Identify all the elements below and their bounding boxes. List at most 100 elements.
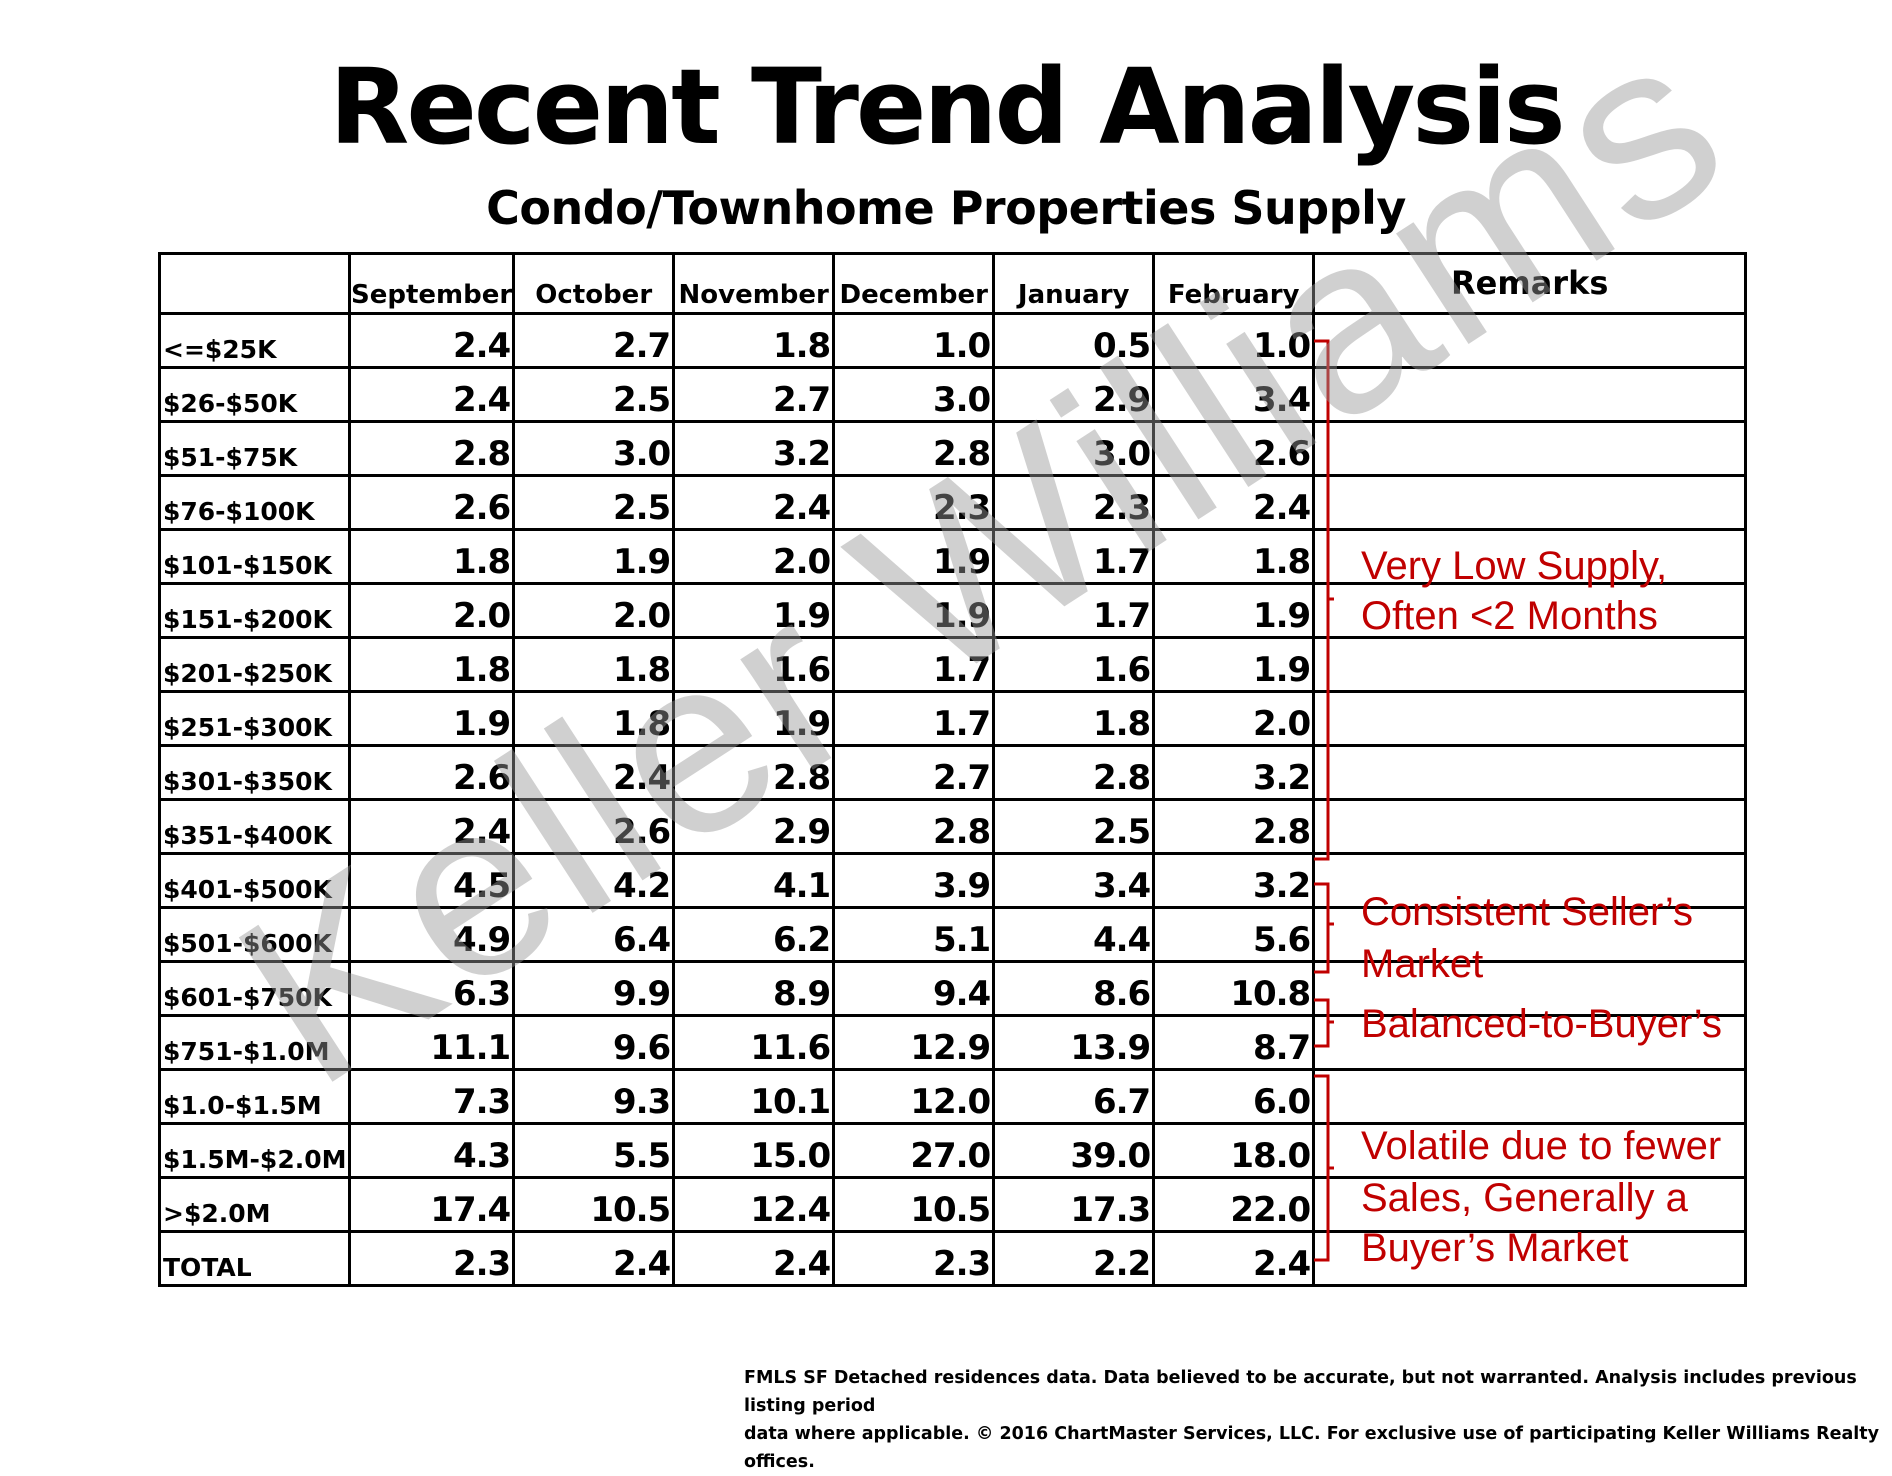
column-header: December	[832, 252, 996, 315]
value-cell: 2.0	[672, 528, 836, 585]
value-cell: 2.4	[347, 312, 516, 369]
table-row: $301-$350K 2.6 2.4 2.8 2.7 2.8 3.2	[158, 744, 1748, 801]
value-cell: 4.2	[512, 852, 676, 909]
row-label: $51-$75K	[158, 420, 351, 477]
value-cell: 6.2	[672, 906, 836, 963]
value-cell: 2.8	[992, 744, 1156, 801]
value-cell: 10.8	[1152, 960, 1316, 1017]
value-cell: 3.4	[992, 852, 1156, 909]
value-cell: 1.0	[1152, 312, 1316, 369]
table-row: $101-$150K 1.8 1.9 2.0 1.9 1.7 1.8	[158, 528, 1748, 585]
header-row: September October November December Janu…	[158, 252, 1748, 315]
value-cell: 6.7	[992, 1068, 1156, 1125]
bracket-volatile	[1314, 1074, 1334, 1262]
value-cell: 2.0	[347, 582, 516, 639]
value-cell: 9.9	[512, 960, 676, 1017]
value-cell: 1.9	[832, 528, 996, 585]
table-row: TOTAL 2.3 2.4 2.4 2.3 2.2 2.4	[158, 1230, 1748, 1287]
column-header: September	[347, 252, 516, 315]
value-cell: 1.6	[992, 636, 1156, 693]
supply-table-container: September October November December Janu…	[158, 252, 1748, 1287]
remarks-header: Remarks	[1312, 252, 1748, 315]
value-cell: 2.5	[512, 474, 676, 531]
table-row: $26-$50K 2.4 2.5 2.7 3.0 2.9 3.4	[158, 366, 1748, 423]
remark-brackets	[1314, 339, 1334, 1262]
value-cell: 2.4	[347, 798, 516, 855]
value-cell: 2.8	[347, 420, 516, 477]
row-label: <=$25K	[158, 312, 351, 369]
value-cell: 2.4	[512, 1230, 676, 1287]
value-cell: 6.4	[512, 906, 676, 963]
value-cell: 5.1	[832, 906, 996, 963]
value-cell: 15.0	[672, 1122, 836, 1179]
table-row: $401-$500K 4.5 4.2 4.1 3.9 3.4 3.2	[158, 852, 1748, 909]
remark-cell	[1312, 1230, 1748, 1287]
value-cell: 3.0	[512, 420, 676, 477]
value-cell: 11.1	[347, 1014, 516, 1071]
value-cell: 1.0	[832, 312, 996, 369]
value-cell: 1.6	[672, 636, 836, 693]
value-cell: 2.9	[992, 366, 1156, 423]
remark-cell	[1312, 474, 1748, 531]
bracket-balanced	[1314, 998, 1334, 1048]
value-cell: 2.7	[672, 366, 836, 423]
supply-table: September October November December Janu…	[158, 252, 1748, 1287]
value-cell: 1.8	[512, 636, 676, 693]
page-title: Recent Trend Analysis	[329, 46, 1565, 168]
value-cell: 1.8	[347, 528, 516, 585]
row-label: $1.5M-$2.0M	[158, 1122, 351, 1179]
table-row: $51-$75K 2.8 3.0 3.2 2.8 3.0 2.6	[158, 420, 1748, 477]
value-cell: 1.8	[347, 636, 516, 693]
value-cell: 2.6	[512, 798, 676, 855]
row-label: $401-$500K	[158, 852, 351, 909]
value-cell: 4.5	[347, 852, 516, 909]
value-cell: 2.3	[347, 1230, 516, 1287]
value-cell: 2.3	[992, 474, 1156, 531]
value-cell: 39.0	[992, 1122, 1156, 1179]
value-cell: 3.2	[672, 420, 836, 477]
row-label: >$2.0M	[158, 1176, 351, 1233]
remark-very-low-line1: Very Low Supply,	[1361, 544, 1668, 588]
value-cell: 3.9	[832, 852, 996, 909]
value-cell: 17.4	[347, 1176, 516, 1233]
value-cell: 2.0	[1152, 690, 1316, 747]
value-cell: 3.0	[832, 366, 996, 423]
value-cell: 1.9	[672, 582, 836, 639]
remark-cell	[1312, 312, 1748, 369]
value-cell: 12.0	[832, 1068, 996, 1125]
value-cell: 10.5	[512, 1176, 676, 1233]
row-label: $601-$750K	[158, 960, 351, 1017]
table-row: $251-$300K 1.9 1.8 1.9 1.7 1.8 2.0	[158, 690, 1748, 747]
value-cell: 6.0	[1152, 1068, 1316, 1125]
table-row: $501-$600K 4.9 6.4 6.2 5.1 4.4 5.6	[158, 906, 1748, 963]
value-cell: 1.7	[992, 528, 1156, 585]
value-cell: 3.0	[992, 420, 1156, 477]
value-cell: 8.6	[992, 960, 1156, 1017]
remark-cell	[1312, 690, 1748, 747]
value-cell: 2.8	[1152, 798, 1316, 855]
value-cell: 2.5	[512, 366, 676, 423]
bracket-very-low	[1314, 339, 1334, 861]
value-cell: 3.4	[1152, 366, 1316, 423]
table-row: $76-$100K 2.6 2.5 2.4 2.3 2.3 2.4	[158, 474, 1748, 531]
row-label: $1.0-$1.5M	[158, 1068, 351, 1125]
page-subtitle: Condo/Townhome Properties Supply	[486, 181, 1406, 235]
remark-cell	[1312, 852, 1748, 909]
table-row: <=$25K 2.4 2.7 1.8 1.0 0.5 1.0	[158, 312, 1748, 369]
table-body: <=$25K 2.4 2.7 1.8 1.0 0.5 1.0 $26-$50K 2.4 2.5 2.…	[158, 312, 1748, 1287]
value-cell: 2.4	[1152, 474, 1316, 531]
value-cell: 1.9	[832, 582, 996, 639]
table-row: $201-$250K 1.8 1.8 1.6 1.7 1.6 1.9	[158, 636, 1748, 693]
remark-cell	[1312, 1122, 1748, 1179]
table-row: $1.5M-$2.0M 4.3 5.5 15.0 27.0 39.0 18.0	[158, 1122, 1748, 1179]
table-row: $751-$1.0M 11.1 9.6 11.6 12.9 13.9 8.7	[158, 1014, 1748, 1071]
table-row: $351-$400K 2.4 2.6 2.9 2.8 2.5 2.8	[158, 798, 1748, 855]
value-cell: 8.9	[672, 960, 836, 1017]
value-cell: 2.9	[672, 798, 836, 855]
remark-cell	[1312, 906, 1748, 963]
value-cell: 9.4	[832, 960, 996, 1017]
value-cell: 2.4	[347, 366, 516, 423]
row-label: $251-$300K	[158, 690, 351, 747]
bracket-consistent	[1314, 882, 1334, 974]
remark-cell	[1312, 636, 1748, 693]
